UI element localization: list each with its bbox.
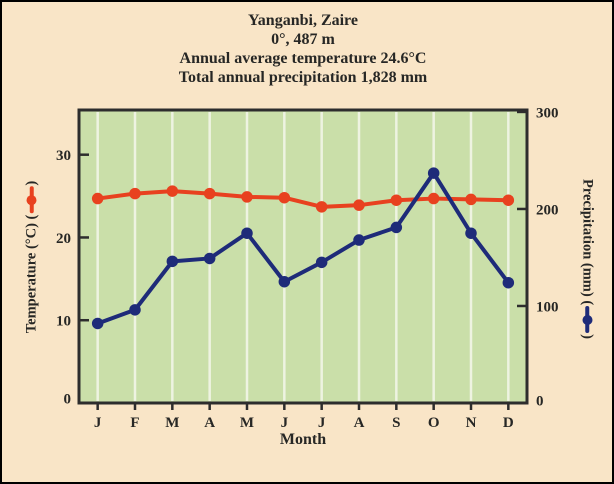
temperature-point bbox=[166, 185, 179, 197]
precipitation-point bbox=[427, 167, 440, 179]
precipitation-point bbox=[91, 317, 104, 330]
month-tick-label: D bbox=[503, 415, 514, 431]
x-axis-label: Month bbox=[279, 431, 327, 448]
figure-title: Yanganbi, Zaire bbox=[248, 12, 358, 29]
month-tick-label: O bbox=[428, 415, 440, 431]
precipitation-legend-symbol-icon bbox=[582, 306, 594, 334]
temperature-point bbox=[502, 194, 515, 206]
right-axis-label-text: Precipitation (mm) ( bbox=[579, 178, 596, 306]
month-tick-label: J bbox=[281, 415, 289, 431]
temperature-legend-symbol-icon bbox=[26, 186, 38, 214]
precipitation-point bbox=[390, 221, 403, 234]
temperature-point bbox=[91, 192, 104, 205]
temperature-point bbox=[278, 191, 291, 204]
month-tick-label: M bbox=[165, 415, 179, 431]
right-axis-label-close: ) bbox=[579, 334, 596, 340]
month-tick-label: A bbox=[354, 415, 365, 431]
temperature-legend-dot bbox=[26, 195, 37, 206]
precipitation-point bbox=[353, 234, 365, 246]
precipitation-point bbox=[278, 275, 291, 288]
precipitation-point bbox=[166, 255, 179, 268]
temperature-point bbox=[390, 194, 403, 206]
left-axis-label-close: ) bbox=[23, 180, 40, 186]
month-tick-label: F bbox=[130, 415, 139, 431]
precipitation-point bbox=[129, 304, 141, 316]
right-axis-label: Precipitation (mm) () bbox=[579, 179, 596, 339]
month-tick-label: J bbox=[318, 415, 326, 431]
plot-area bbox=[79, 110, 527, 403]
month-tick-label: J bbox=[94, 415, 102, 431]
figure-average-temperature: Annual average temperature 24.6°C bbox=[179, 50, 427, 67]
temperature-point bbox=[465, 193, 477, 206]
month-tick-label: A bbox=[204, 415, 215, 431]
precipitation-point bbox=[203, 252, 216, 265]
month-tick-label: N bbox=[466, 415, 477, 431]
figure-total-precipitation: Total annual precipitation 1,828 mm bbox=[178, 69, 428, 86]
precipitation-point bbox=[465, 227, 477, 239]
temperature-point bbox=[427, 192, 440, 205]
left-axis-tick-label: 20 bbox=[56, 231, 71, 247]
temperature-point bbox=[353, 199, 365, 211]
temperature-line bbox=[95, 189, 511, 209]
precipitation-point bbox=[241, 227, 253, 239]
left-axis-tick-label: 0 bbox=[64, 392, 72, 408]
precipitation-point bbox=[315, 256, 328, 269]
figure-coords-elevation: 0°, 487 m bbox=[271, 31, 335, 48]
temperature-point bbox=[203, 187, 216, 200]
left-axis-label-text: Temperature (°C) ( bbox=[23, 214, 40, 334]
precipitation-point bbox=[502, 276, 515, 289]
temperature-point bbox=[241, 191, 253, 203]
right-axis-tick-label: 100 bbox=[536, 299, 559, 315]
month-tick-label: M bbox=[240, 415, 254, 431]
precipitation-legend-dot bbox=[582, 314, 593, 325]
title-block: Yanganbi, Zaire 0°, 487 m Annual average… bbox=[2, 11, 604, 87]
right-axis-tick-label: 0 bbox=[536, 394, 544, 410]
precipitation-line bbox=[95, 171, 511, 326]
plot-border bbox=[77, 108, 529, 405]
left-axis-tick-label: 10 bbox=[56, 314, 71, 330]
right-axis-tick-label: 300 bbox=[536, 105, 559, 121]
left-axis-label: Temperature (°C) () bbox=[24, 181, 41, 333]
temperature-point bbox=[129, 187, 141, 200]
temperature-point bbox=[315, 201, 328, 213]
month-tick-label: S bbox=[392, 415, 400, 431]
right-axis-tick-label: 200 bbox=[536, 202, 559, 218]
left-axis-tick-label: 30 bbox=[56, 148, 71, 164]
